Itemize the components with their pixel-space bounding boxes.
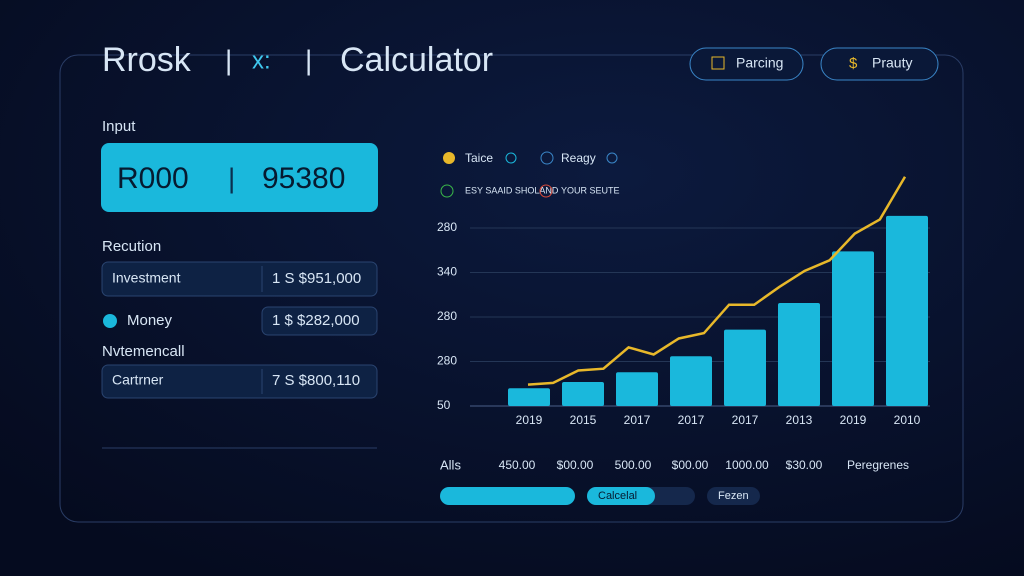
footer-value: 500.00 — [615, 458, 652, 472]
trend-line — [527, 176, 907, 386]
button[interactable] — [689, 47, 804, 81]
button[interactable] — [707, 487, 760, 505]
bar — [886, 215, 928, 406]
icon: $ — [849, 55, 858, 72]
x-tick-label: 2010 — [894, 413, 921, 427]
button-label[interactable]: Parcing — [736, 55, 783, 71]
x-tick-label: 2019 — [840, 413, 867, 427]
bar — [778, 302, 820, 406]
icon — [103, 314, 117, 328]
input-value: R000 — [117, 162, 189, 195]
button-fill — [587, 487, 655, 505]
progress — [440, 487, 575, 505]
input-value: 95380 — [262, 162, 345, 195]
footer-value: $00.00 — [672, 458, 709, 472]
x-tick-label: 2017 — [732, 413, 759, 427]
x-tick-label: 2019 — [516, 413, 543, 427]
x-tick-label: 2013 — [786, 413, 813, 427]
footer-value: Peregrenes — [847, 458, 909, 472]
x-tick-label: 2017 — [678, 413, 705, 427]
legend-label: ESY SAAID SHOLAND — [465, 185, 559, 195]
legend-label: Reagy — [561, 151, 596, 165]
subtitle: Calculator — [340, 41, 493, 79]
legend-icon — [539, 184, 553, 198]
legend-label: Taice — [465, 151, 493, 165]
label: Recution — [102, 238, 161, 255]
bar — [832, 251, 874, 406]
icon — [711, 56, 725, 70]
input-box[interactable] — [101, 143, 378, 212]
legend-label: YOUR SEUTE — [561, 185, 620, 195]
footer-value: $30.00 — [786, 458, 823, 472]
y-axis-label: 280 — [437, 220, 457, 234]
footer-value: $00.00 — [557, 458, 594, 472]
symbol: x: — [252, 47, 271, 74]
y-axis-label: 340 — [437, 265, 457, 279]
bar — [508, 388, 550, 406]
legend-icon — [540, 151, 554, 165]
row-name: Investment — [112, 270, 181, 286]
legend-icon — [505, 152, 517, 164]
label: Nvtemencall — [102, 343, 185, 360]
row-value: 1 $ $282,000 — [272, 312, 360, 329]
panel — [59, 54, 964, 523]
row-value: 7 S $800,110 — [272, 372, 360, 389]
button-label[interactable]: Prauty — [872, 55, 912, 71]
row-name: Cartrner — [112, 372, 164, 388]
button[interactable] — [820, 47, 939, 81]
legend-icon — [440, 184, 454, 198]
button-label[interactable]: Calcelal — [598, 490, 637, 502]
button-label[interactable]: Fezen — [718, 490, 749, 502]
legend-icon — [606, 152, 618, 164]
y-axis-label: 280 — [437, 354, 457, 368]
bar — [562, 382, 604, 406]
legend-icon — [443, 152, 455, 164]
x-tick-label: 2017 — [624, 413, 651, 427]
divider: | — [305, 44, 312, 75]
title: Rrosk — [102, 41, 192, 79]
divider: | — [225, 44, 232, 75]
bar — [616, 372, 658, 406]
x-tick-label: 2015 — [570, 413, 597, 427]
bar — [670, 356, 712, 406]
row — [101, 364, 378, 399]
value-box — [261, 306, 378, 336]
divider: | — [228, 162, 235, 193]
footer-value: 1000.00 — [725, 458, 769, 472]
footer-value: 450.00 — [499, 458, 536, 472]
row — [101, 261, 378, 297]
row-value: 1 S $951,000 — [272, 270, 361, 287]
label: Input — [102, 118, 136, 135]
chart: 280 340 280 280 50 2019 2015 2017 2017 2017 2013 20… — [437, 176, 930, 427]
footer-values: 450.00 $00.00 500.00 $00.00 1000.00 $30.00 Per… — [499, 458, 909, 472]
y-axis-label: 50 — [437, 398, 451, 412]
y-axis-label: 280 — [437, 309, 457, 323]
footer-label: Alls — [440, 457, 461, 472]
row-name: Money — [127, 312, 173, 329]
bar — [724, 329, 766, 406]
